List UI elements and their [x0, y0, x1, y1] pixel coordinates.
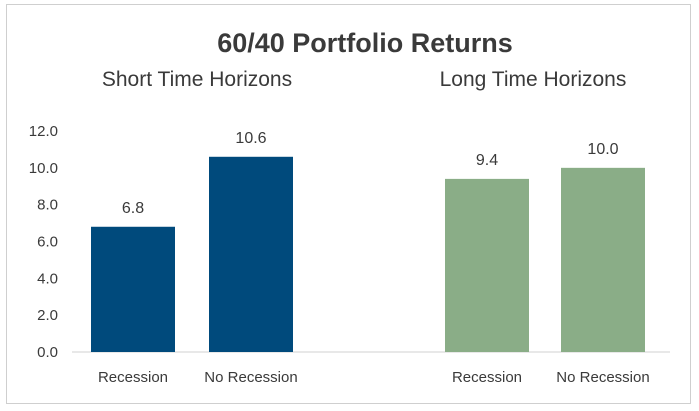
category-label: No Recession	[556, 369, 649, 386]
y-tick-label: 8.0	[37, 197, 58, 214]
bars: 6.8 Recession 10.6 No Recession 9.4 Recession…	[91, 130, 650, 386]
category-label: No Recession	[204, 369, 297, 386]
data-label: 6.8	[122, 200, 144, 217]
group-title-short: Short Time Horizons	[102, 68, 292, 91]
y-tick-label: 6.0	[37, 234, 58, 251]
data-label: 10.0	[587, 141, 618, 158]
chart-title: 60/40 Portfolio Returns	[217, 28, 513, 58]
y-axis: 0.0 2.0 4.0 6.0 8.0 10.0 12.0	[29, 123, 58, 361]
data-label: 10.6	[235, 130, 266, 147]
bar-long-no-recession	[561, 167, 645, 352]
y-tick-label: 2.0	[37, 307, 58, 324]
bar-long-recession	[445, 178, 529, 352]
y-tick-label: 4.0	[37, 270, 58, 287]
group-title-long: Long Time Horizons	[440, 68, 627, 91]
y-tick-label: 12.0	[29, 123, 58, 140]
y-tick-label: 0.0	[37, 344, 58, 361]
bar-short-no-recession	[209, 156, 293, 352]
y-tick-label: 10.0	[29, 160, 58, 177]
bar-short-recession	[91, 226, 175, 352]
category-label: Recession	[452, 369, 522, 386]
data-label: 9.4	[476, 152, 498, 169]
category-label: Recession	[98, 369, 168, 386]
